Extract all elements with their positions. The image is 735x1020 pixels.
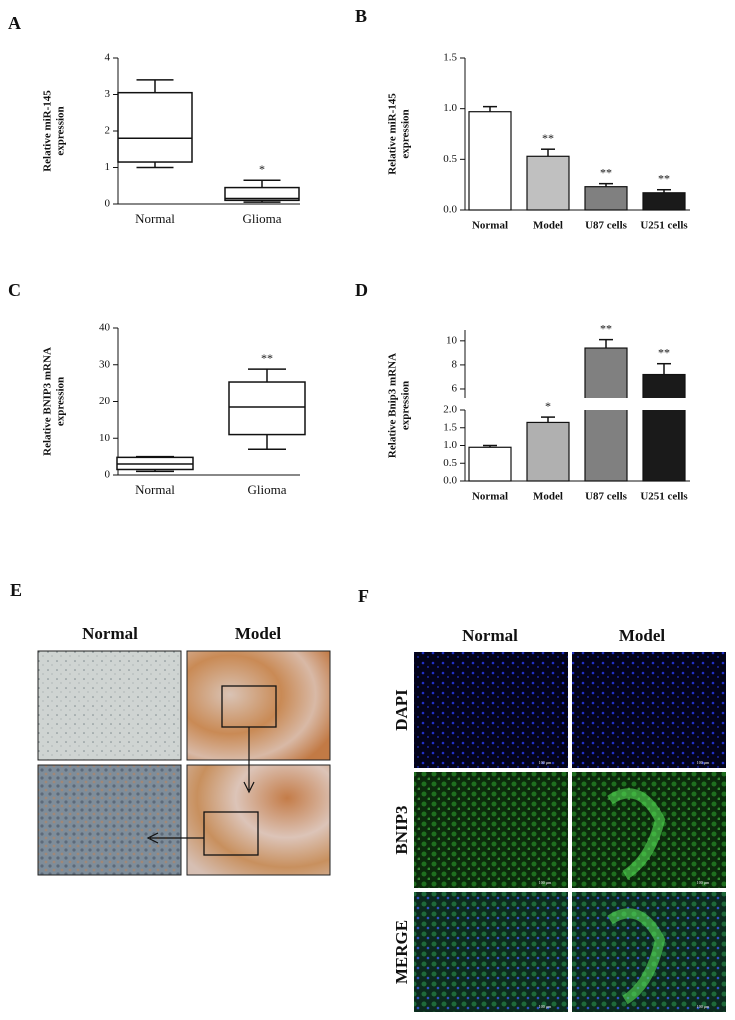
bar [468,111,512,211]
significance: ** [658,171,670,185]
x-tick-label: U87 cells [585,491,628,503]
micrograph [572,652,726,768]
y-tick-label: 0 [105,469,111,481]
arrow [146,832,204,844]
row-label: BNIP3 [392,805,411,854]
y-tick-label: 20 [99,395,111,407]
row-label: MERGE [392,920,411,984]
y-tick-label: 6 [452,383,458,395]
bar [584,186,628,211]
significance: * [259,162,265,176]
panel-letter: E [10,580,22,600]
panel-letter: F [358,586,369,606]
y-tick-label: 0.0 [443,475,457,487]
panel-letter: C [8,280,21,300]
bar [584,347,628,482]
box [117,91,193,163]
y-axis-label: Relative miR-145 [387,93,399,175]
y-tick-label: 0.5 [443,153,457,165]
y-tick-label: 2.0 [443,404,457,416]
significance: ** [600,165,612,179]
x-tick-label: Glioma [243,211,282,226]
y-axis-label: expression [400,109,412,158]
zoom-box [203,811,259,856]
micrograph [572,772,726,888]
y-tick-label: 1.5 [443,421,457,433]
scale-bar: 100 µm [539,1004,552,1009]
y-axis-label: expression [55,106,67,155]
scale-bar: 100 µm [539,760,552,765]
bar [526,155,570,211]
y-tick-label: 10 [446,334,458,346]
y-tick-label: 4 [105,52,111,64]
micrograph [414,892,568,1012]
x-tick-label: U251 cells [640,491,688,503]
box [228,381,306,436]
y-tick-label: 40 [99,322,111,334]
x-tick-label: Normal [472,491,508,503]
column-header: Model [619,626,666,645]
bar [526,421,570,482]
x-tick-label: U251 cells [640,220,688,232]
x-tick-label: Normal [135,211,175,226]
y-tick-label: 1.0 [443,439,457,451]
column-header: Normal [82,624,138,643]
significance: ** [542,131,554,145]
signal [607,788,666,880]
significance: ** [600,321,612,335]
x-tick-label: U87 cells [585,220,628,232]
y-axis-label: Relative Bnip3 mRNA [387,353,399,458]
y-tick-label: 3 [105,88,111,100]
axis-break [642,398,686,410]
micrograph [37,650,182,761]
axis-break [584,398,628,410]
row-label: DAPI [392,689,411,731]
panel-letter: A [8,13,21,33]
y-axis-label: Relative BNIP3 mRNA [42,347,54,456]
y-tick-label: 1.5 [443,52,457,64]
significance: * [545,399,551,413]
micrograph [37,764,182,876]
scale-bar: 100 µm [697,760,710,765]
x-tick-label: Glioma [248,482,287,497]
scale-bar: 100 µm [697,1004,710,1009]
column-header: Normal [462,626,518,645]
significance: ** [658,345,670,359]
column-header: Model [235,624,282,643]
signal [607,908,666,1005]
y-tick-label: 2 [105,125,111,137]
y-tick-label: 10 [99,432,111,444]
micrograph [414,772,568,888]
panel-letter: B [355,6,367,26]
panel-letter: D [355,280,368,300]
bar [642,373,686,482]
y-tick-label: 0.0 [443,204,457,216]
y-tick-label: 0 [105,198,111,210]
y-tick-label: 1 [105,161,111,173]
bar [642,192,686,211]
y-tick-label: 1.0 [443,102,457,114]
x-tick-label: Model [533,491,563,503]
micrograph [414,652,568,768]
arrow [243,727,255,794]
x-tick-label: Normal [472,220,508,232]
box [224,186,300,202]
y-tick-label: 0.5 [443,457,457,469]
bar [468,446,512,482]
y-axis-label: Relative miR-145 [42,90,54,172]
x-tick-label: Normal [135,482,175,497]
y-axis-label: expression [400,381,412,430]
micrograph [572,892,726,1012]
y-tick-label: 30 [99,358,111,370]
micrograph [186,650,331,761]
scale-bar: 100 µm [539,880,552,885]
x-tick-label: Model [533,220,563,232]
y-axis-label: expression [55,377,67,426]
y-tick-label: 8 [452,358,458,370]
significance: ** [261,351,273,365]
scale-bar: 100 µm [697,880,710,885]
